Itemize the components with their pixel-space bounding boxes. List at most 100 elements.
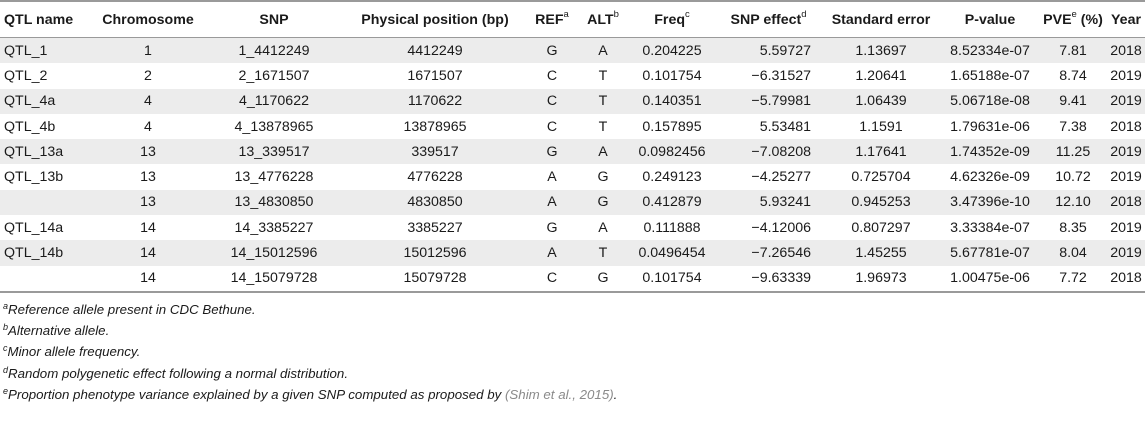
cell-ref: C bbox=[546, 118, 558, 135]
cell-alt: A bbox=[578, 139, 628, 165]
cell-chrom: 13 bbox=[92, 189, 204, 216]
col-header-se: Standard error bbox=[821, 0, 941, 38]
cell-snp: 14_15079728 bbox=[204, 265, 344, 293]
cell-alt: A bbox=[578, 37, 628, 64]
table-row: QTL_14b 14 14_15012596 15012596 A T 0.0496454−… bbox=[0, 240, 1145, 266]
cell-ref: G bbox=[546, 219, 558, 236]
footnote-e: eProportion phenotype variance explained… bbox=[3, 384, 1145, 405]
cell-freq: 0.140351 bbox=[628, 88, 716, 114]
cell-se: 1.13697 bbox=[821, 37, 941, 64]
cell-alt: G bbox=[578, 265, 628, 293]
cell-year: 2018 bbox=[1107, 265, 1145, 293]
cell-se: 1.20641 bbox=[855, 67, 907, 84]
cell-se: 1.1591 bbox=[859, 118, 903, 135]
footnote-mark: b bbox=[3, 322, 9, 333]
cell-pve: 7.38 bbox=[1059, 118, 1087, 135]
cell-alt: T bbox=[578, 88, 628, 114]
footnote-mark: c bbox=[3, 343, 8, 354]
cell-chrom: 13 bbox=[140, 169, 156, 186]
cell-se: 1.17641 bbox=[821, 139, 941, 165]
cell-pve: 9.41 bbox=[1039, 88, 1107, 114]
cell-pos: 4776228 bbox=[407, 169, 463, 186]
footnote-d: dRandom polygenetic effect following a n… bbox=[3, 363, 1145, 384]
footnote-text: Proportion phenotype variance explained … bbox=[8, 386, 505, 402]
cell-ref: A bbox=[547, 169, 557, 186]
cell-effect: −9.63339 bbox=[716, 265, 821, 293]
cell-ref: A bbox=[526, 189, 578, 216]
cell-effect: −7.26546 bbox=[716, 240, 821, 266]
cell-se: 0.807297 bbox=[851, 219, 911, 236]
table-row: QTL_14a 14 14_3385227 3385227 G A 0.111888 −4.1… bbox=[0, 215, 1145, 240]
cell-chrom: 4 bbox=[92, 88, 204, 114]
cell-pos: 13878965 bbox=[403, 118, 467, 135]
table-row: 14 14_15079728 15079728 C G 0.101754 −9.63339 1… bbox=[0, 265, 1145, 293]
cell-freq: 0.101754 bbox=[628, 265, 716, 293]
col-header-snp: SNP bbox=[204, 0, 344, 38]
cell-year: 2019 bbox=[1107, 240, 1145, 266]
cell-pval: 1.79631e-06 bbox=[950, 118, 1030, 135]
cell-effect: −5.79981 bbox=[716, 88, 821, 114]
cell-qtl: QTL_1 bbox=[0, 37, 92, 64]
cell-effect: −6.31527 bbox=[751, 67, 811, 84]
cell-snp: 13_4830850 bbox=[204, 189, 344, 216]
cell-pos: 4830850 bbox=[344, 189, 526, 216]
cell-pve: 10.72 bbox=[1055, 169, 1091, 186]
cell-year: 2019 bbox=[1110, 67, 1142, 84]
cell-snp: 4_13878965 bbox=[234, 118, 314, 135]
cell-effect: 5.59727 bbox=[716, 37, 821, 64]
cell-effect: −7.08208 bbox=[716, 139, 821, 165]
col-header-freq: Freqc bbox=[628, 0, 716, 38]
cell-pval: 3.47396e-10 bbox=[941, 189, 1039, 216]
cell-chrom: 1 bbox=[92, 37, 204, 64]
cell-freq: 0.0496454 bbox=[628, 240, 716, 266]
footnote-tail: . bbox=[613, 386, 618, 402]
cell-se: 1.96973 bbox=[821, 265, 941, 293]
cell-pval: 1.00475e-06 bbox=[941, 265, 1039, 293]
footnotes: aReference allele present in CDC Bethune… bbox=[0, 299, 1145, 405]
cell-freq: 0.412879 bbox=[628, 189, 716, 216]
cell-year: 2019 bbox=[1110, 219, 1142, 236]
cell-effect: −4.12006 bbox=[751, 219, 811, 236]
footnote-text: Minor allele frequency. bbox=[7, 344, 141, 360]
cell-year: 2018 bbox=[1107, 189, 1145, 216]
footnote-text: Reference allele present in CDC Bethune. bbox=[8, 301, 256, 317]
cell-snp: 14_15012596 bbox=[204, 240, 344, 266]
cell-effect: 5.53481 bbox=[759, 118, 811, 135]
cell-pos: 15012596 bbox=[344, 240, 526, 266]
cell-snp: 13_4776228 bbox=[234, 169, 314, 186]
col-header-effect: SNP effectd bbox=[716, 0, 821, 38]
cell-pve: 7.72 bbox=[1039, 265, 1107, 293]
cell-qtl bbox=[0, 265, 92, 293]
cell-pve: 8.04 bbox=[1039, 240, 1107, 266]
cell-qtl: QTL_13b bbox=[4, 169, 64, 186]
cell-freq: 0.101754 bbox=[642, 67, 702, 84]
cell-alt: G bbox=[578, 189, 628, 216]
cell-year: 2018 bbox=[1107, 37, 1145, 64]
cell-chrom: 14 bbox=[92, 265, 204, 293]
cell-chrom: 13 bbox=[92, 139, 204, 165]
cell-qtl bbox=[0, 189, 92, 216]
cell-freq: 0.0982456 bbox=[628, 139, 716, 165]
table-row: QTL_1 1 1_4412249 4412249 G A 0.204225 5.59727 1… bbox=[0, 37, 1145, 64]
cell-freq: 0.249123 bbox=[642, 169, 702, 186]
col-header-pve: PVEe (%) bbox=[1039, 0, 1107, 38]
cell-pos: 3385227 bbox=[407, 219, 463, 236]
col-header-qtl: QTL name bbox=[0, 0, 92, 38]
cell-qtl: QTL_14b bbox=[0, 240, 92, 266]
col-header-position: Physical position (bp) bbox=[344, 0, 526, 38]
col-header-year: Year bbox=[1107, 0, 1145, 38]
cell-chrom: 14 bbox=[92, 240, 204, 266]
citation-link[interactable]: (Shim et al., 2015) bbox=[505, 386, 614, 402]
cell-se: 0.725704 bbox=[851, 169, 911, 186]
cell-chrom: 14 bbox=[140, 219, 156, 236]
cell-year: 2018 bbox=[1110, 118, 1142, 135]
cell-qtl: QTL_4a bbox=[0, 88, 92, 114]
cell-year: 2019 bbox=[1107, 88, 1145, 114]
cell-pve: 8.74 bbox=[1059, 67, 1087, 84]
footnote-text: Random polygenetic effect following a no… bbox=[8, 365, 349, 381]
cell-pos: 1170622 bbox=[344, 88, 526, 114]
cell-year: 2019 bbox=[1107, 139, 1145, 165]
cell-pval: 3.33384e-07 bbox=[950, 219, 1030, 236]
table-row: QTL_13a 13 13_339517 339517 G A 0.0982456 −7.08… bbox=[0, 139, 1145, 165]
cell-chrom: 4 bbox=[144, 118, 152, 135]
